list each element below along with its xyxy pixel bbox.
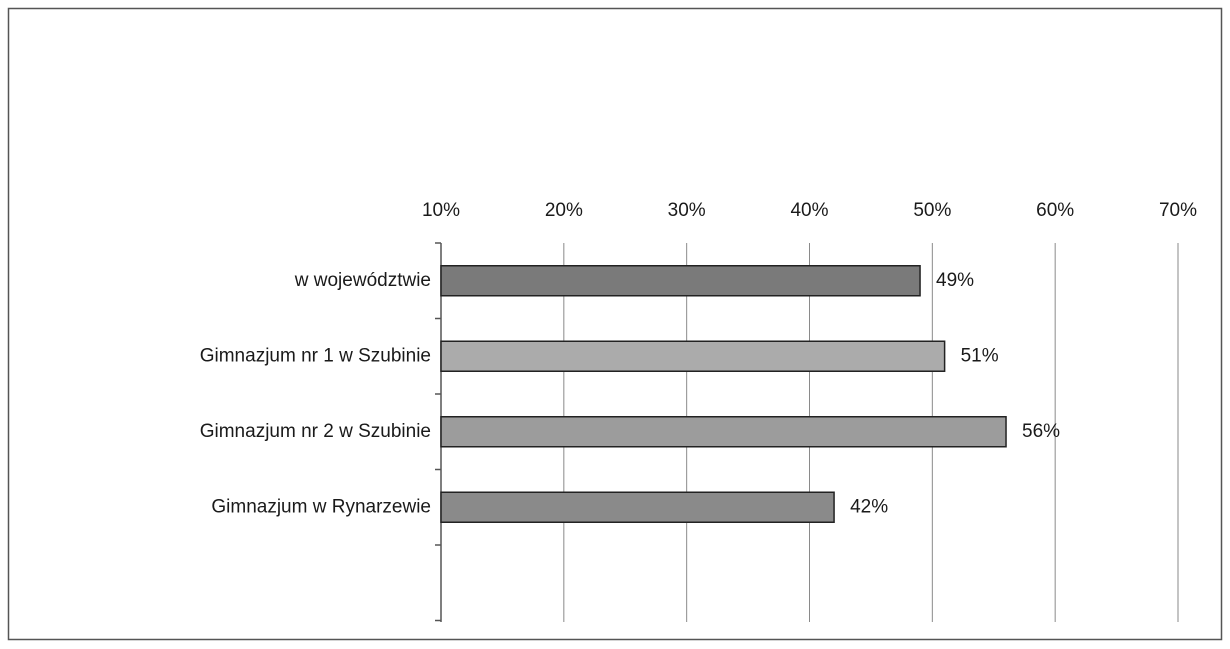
x-tick-label: 30%: [668, 200, 706, 221]
x-tick-label: 40%: [790, 200, 828, 221]
bar: [440, 340, 946, 372]
y-tick-label: Gimnazjum nr 2 w Szubinie: [200, 421, 431, 442]
data-label: 56%: [1022, 421, 1060, 442]
y-tick-label: w województwie: [294, 270, 431, 291]
data-label: 42%: [850, 496, 888, 517]
y-tick-label: Gimnazjum nr 1 w Szubinie: [200, 345, 431, 366]
bar: [440, 416, 1007, 448]
data-label: 51%: [961, 345, 999, 366]
x-tick-label: 20%: [545, 200, 583, 221]
chart-border: [7, 7, 1223, 641]
x-tick-label: 70%: [1159, 200, 1197, 221]
x-tick-label: 60%: [1036, 200, 1074, 221]
y-tick-label: Gimnazjum w Rynarzewie: [211, 496, 431, 517]
x-tick-label: 10%: [422, 200, 460, 221]
x-tick-label: 50%: [913, 200, 951, 221]
bar: [440, 265, 921, 297]
data-label: 49%: [936, 270, 974, 291]
bar: [440, 491, 835, 523]
